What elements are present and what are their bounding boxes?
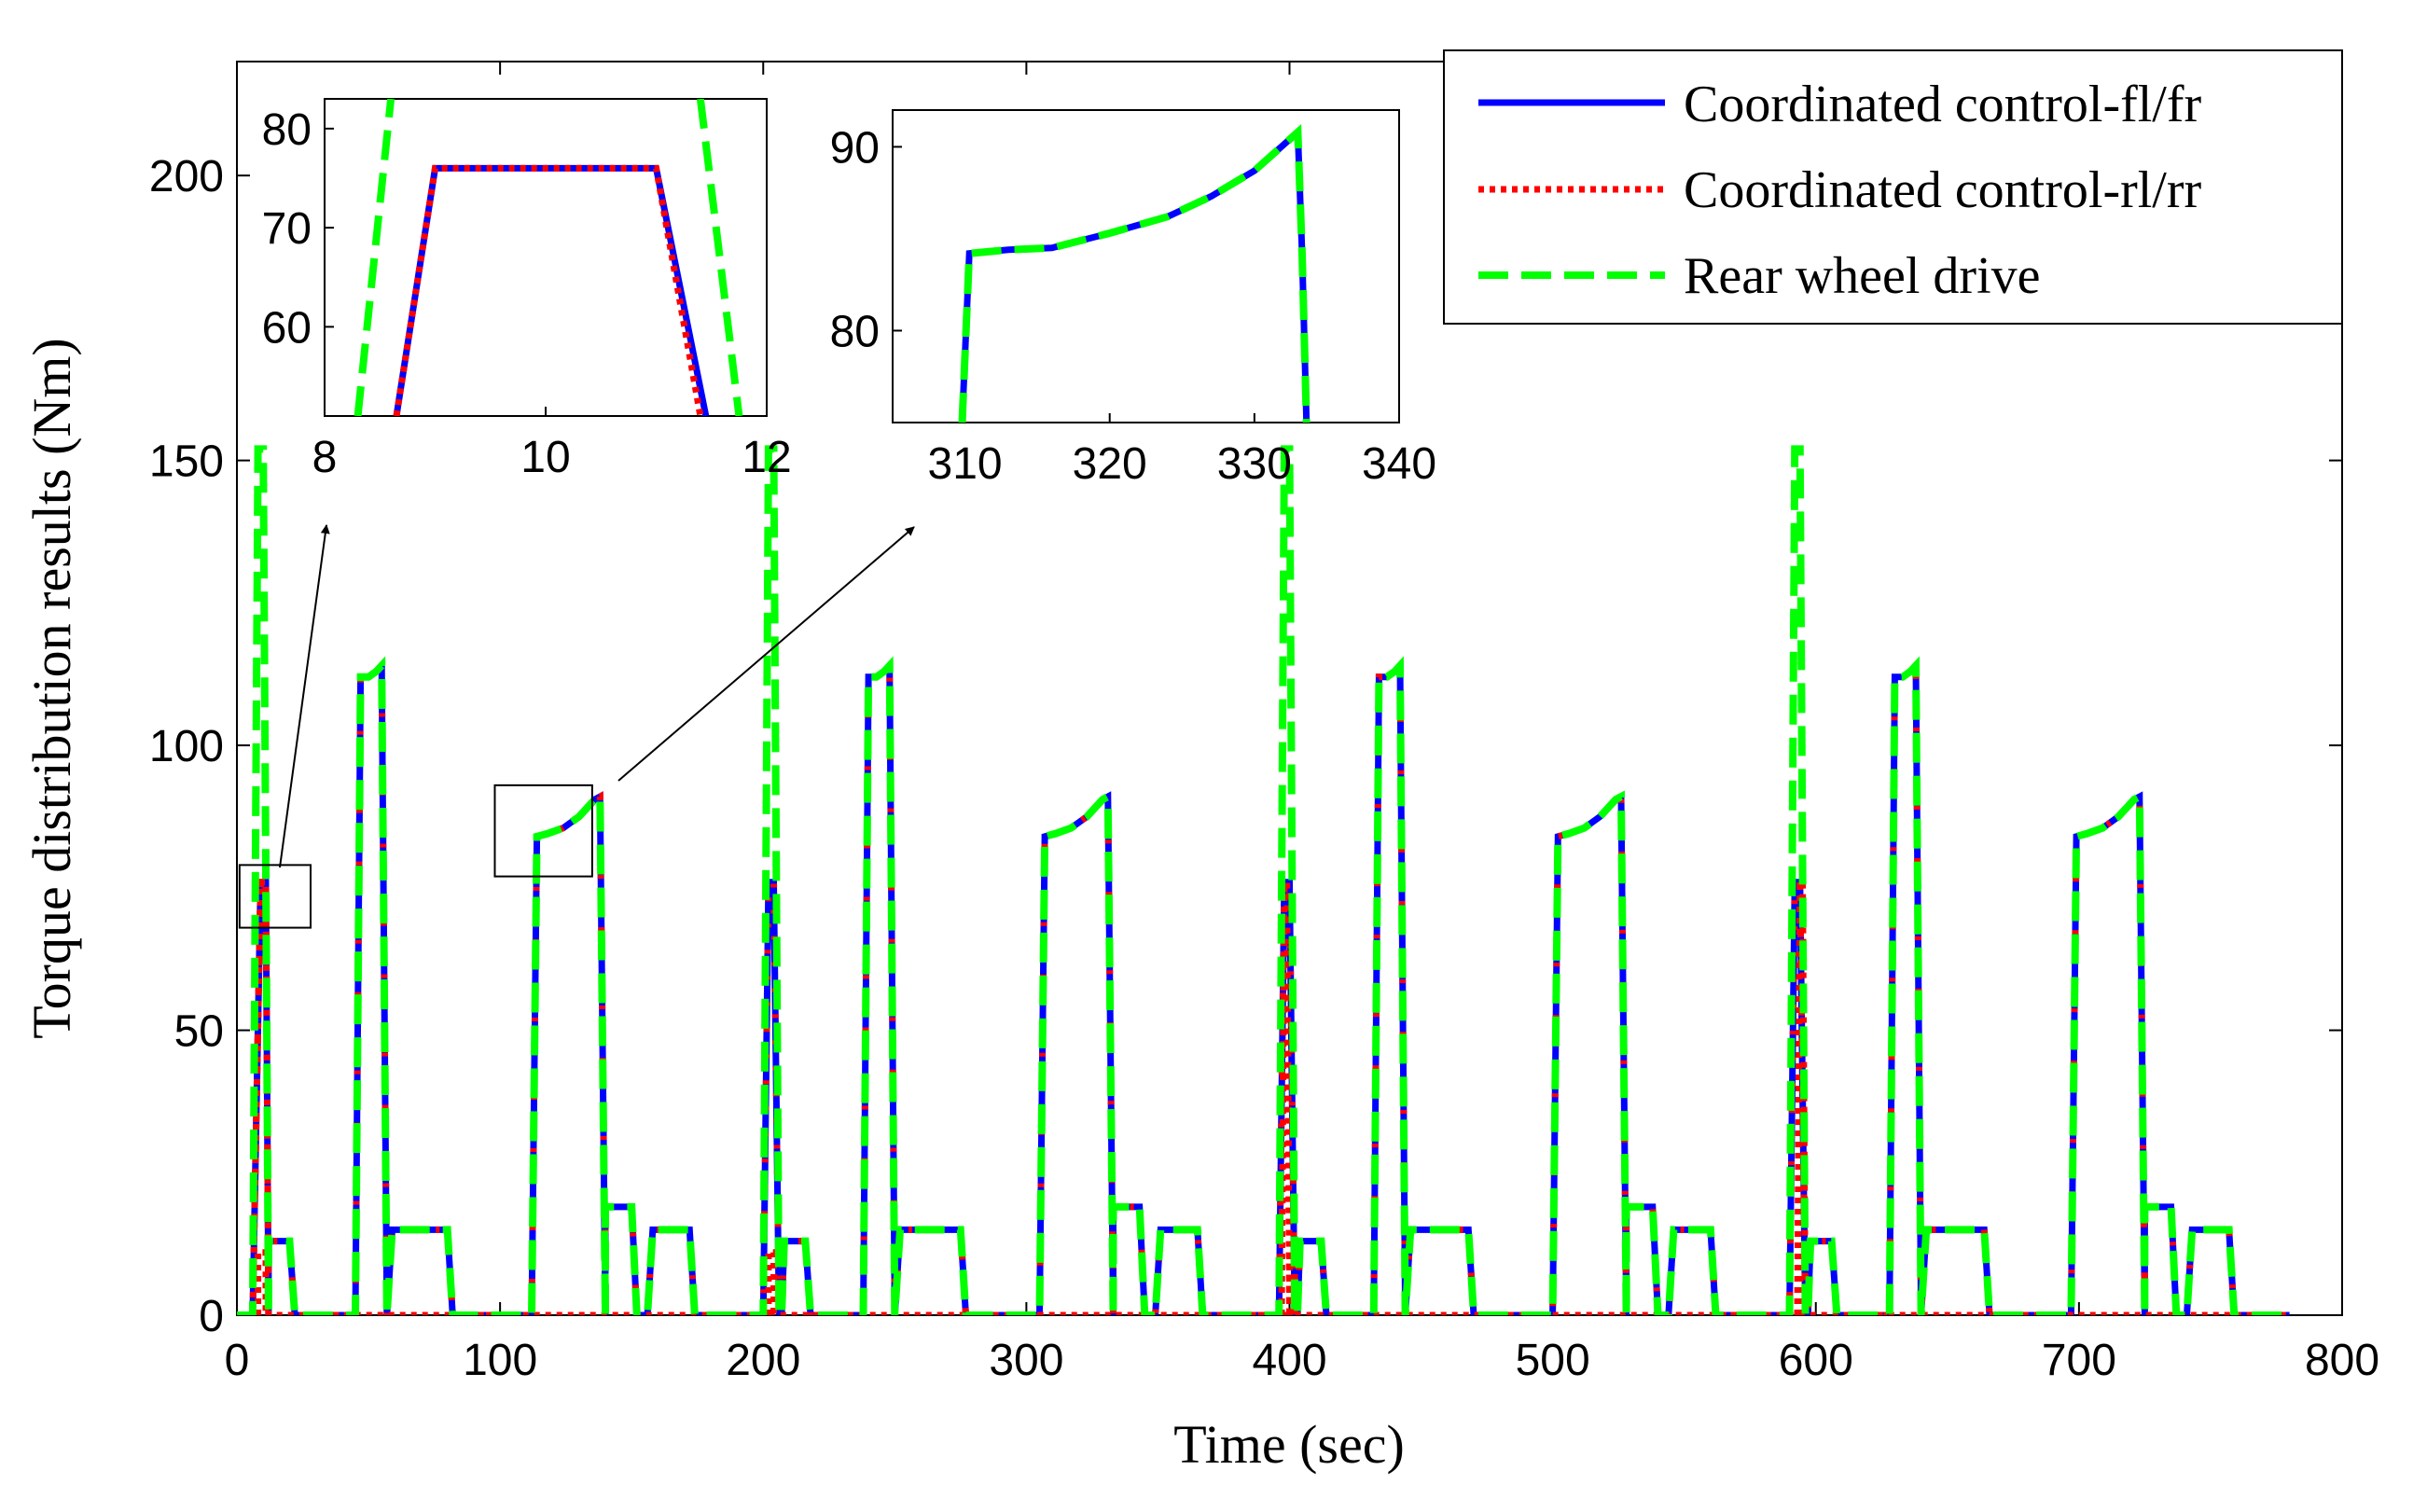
inset-left-x-tick-label: 10	[520, 433, 570, 482]
main-y-tick-label: 100	[149, 722, 224, 771]
zoom-box-right	[493, 784, 593, 878]
legend-label-rear: Rear wheel drive	[1684, 247, 2040, 305]
inset-left-y-tick-label: 60	[262, 303, 312, 353]
main-y-tick-label: 50	[174, 1007, 224, 1057]
inset-right-axis-ticks: 310 320 330 340 80 90	[830, 123, 1436, 489]
series-line-rl-rr	[765, 1249, 777, 1315]
main-x-tick-label: 700	[2042, 1336, 2116, 1385]
main-y-tick-label: 0	[199, 1292, 224, 1341]
main-x-tick-label: 400	[1252, 1336, 1326, 1385]
main-y-tick-label: 150	[149, 437, 224, 487]
legend-label-rl-rr: Coordinated control-rl/rr	[1684, 161, 2202, 219]
inset-right-series-rear	[958, 123, 1311, 423]
main-x-tick-label: 200	[726, 1336, 800, 1385]
inset-right-x-tick-label: 340	[1362, 439, 1436, 489]
series-line-rl-rr	[237, 879, 2290, 1315]
zoom-arrows	[279, 524, 915, 868]
inset-right-x-tick-label: 330	[1217, 439, 1292, 489]
inset-left-chart: 8 10 12 60 70 80	[262, 98, 792, 482]
inset-left-y-tick-label: 80	[262, 105, 312, 155]
main-x-axis-label: Time (sec)	[1173, 1414, 1405, 1475]
inset-right-x-tick-label: 310	[928, 439, 1003, 489]
legend-label-fl-fr: Coordinated control-fl/fr	[1684, 76, 2202, 133]
main-x-tick-label: 0	[225, 1336, 250, 1385]
inset-right-y-tick-label: 80	[830, 307, 880, 356]
inset-right-series-group	[958, 123, 1311, 423]
zoom-box-left	[238, 864, 312, 929]
main-axis-ticks: 0 100 200 300 400 500 600 700 800 0 50 100 150 200	[149, 62, 2379, 1385]
inset-right-chart: 310 320 330 340 80 90	[830, 109, 1436, 489]
inset-left-x-tick-label: 8	[312, 433, 338, 482]
arrow-to-inset-right	[617, 526, 915, 782]
inset-right-plot-area	[892, 109, 1400, 423]
main-zoom-boxes	[238, 784, 593, 929]
main-x-tick-label: 300	[989, 1336, 1063, 1385]
inset-left-series-group	[354, 99, 743, 416]
inset-left-plot-area	[324, 98, 768, 417]
inset-left-series-rear	[354, 99, 395, 416]
legend: Coordinated control-fl/fr Coordinated co…	[1443, 49, 2343, 325]
main-x-tick-label: 800	[2305, 1336, 2379, 1385]
inset-right-x-tick-label: 320	[1073, 439, 1147, 489]
main-x-tick-label: 100	[463, 1336, 537, 1385]
inset-right-y-tick-label: 90	[830, 123, 880, 173]
inset-left-series-rear	[696, 99, 743, 416]
main-y-tick-label: 200	[149, 152, 224, 201]
arrow-to-inset-left	[279, 524, 330, 868]
series-line-rear	[237, 445, 2290, 1315]
inset-left-series-rl-rr	[393, 164, 704, 416]
inset-left-x-tick-label: 12	[742, 433, 791, 482]
main-series-group	[237, 445, 2290, 1315]
inset-left-axis-ticks: 8 10 12 60 70 80	[262, 105, 792, 482]
main-x-tick-label: 600	[1779, 1336, 1853, 1385]
main-x-tick-label: 500	[1516, 1336, 1590, 1385]
main-y-axis-label: Torque distribution results (Nm)	[21, 338, 82, 1038]
inset-left-y-tick-label: 70	[262, 204, 312, 254]
